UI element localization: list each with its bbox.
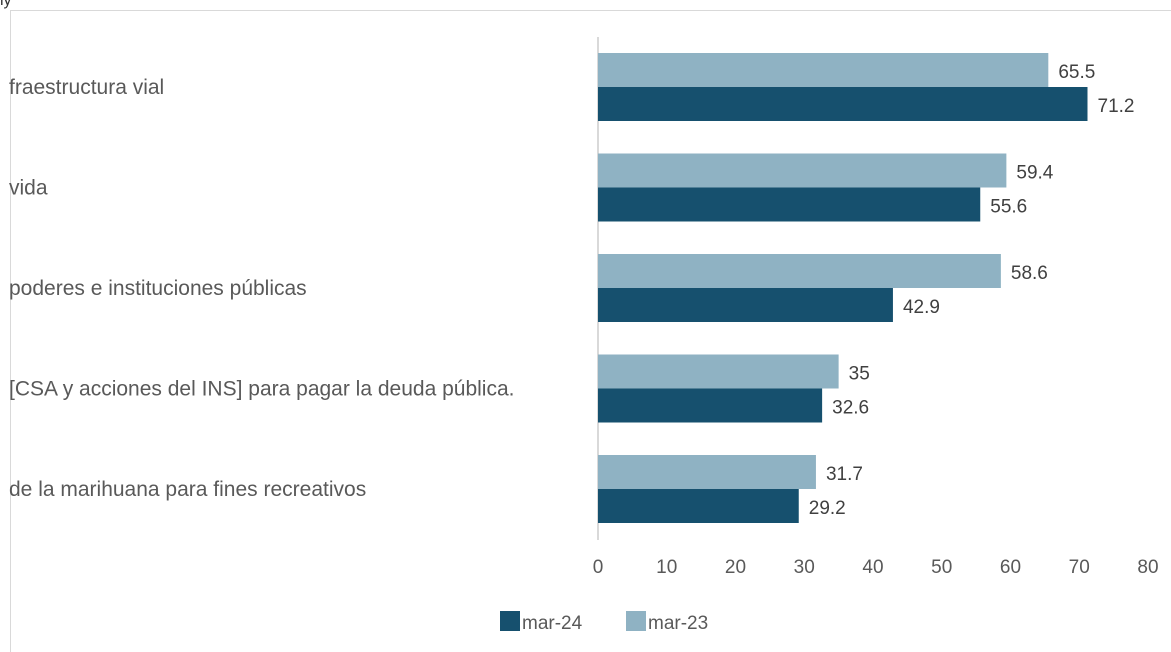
data-label-mar-23: 58.6 bbox=[1011, 263, 1048, 284]
legend-label-mar-24: mar-24 bbox=[522, 613, 583, 634]
x-tick-label: 70 bbox=[1069, 557, 1090, 578]
data-label-mar-24: 32.6 bbox=[832, 398, 869, 419]
data-label-mar-24: 42.9 bbox=[903, 297, 940, 318]
cropped-title-fragment: ly bbox=[0, 0, 40, 10]
category-label: [CSA y acciones del INS] para pagar la d… bbox=[9, 378, 514, 401]
data-label-mar-24: 71.2 bbox=[1098, 96, 1135, 117]
bar-mar-23 bbox=[598, 53, 1049, 87]
data-label-mar-23: 35 bbox=[849, 364, 870, 385]
bar-mar-24 bbox=[598, 388, 823, 423]
data-label-mar-23: 31.7 bbox=[826, 464, 863, 485]
legend-swatch-mar-23 bbox=[626, 611, 646, 631]
bar-mar-24 bbox=[598, 87, 1088, 121]
x-tick-label: 0 bbox=[593, 557, 604, 578]
x-tick-label: 40 bbox=[862, 557, 883, 578]
bar-mar-23 bbox=[598, 254, 1001, 288]
data-label-mar-23: 65.5 bbox=[1058, 62, 1095, 83]
chart-frame bbox=[10, 10, 1171, 652]
bar-mar-24 bbox=[598, 489, 799, 523]
data-label-mar-23: 59.4 bbox=[1016, 163, 1053, 184]
category-label: fraestructura vial bbox=[9, 76, 164, 99]
category-label: de la marihuana para fines recreativos bbox=[9, 478, 366, 501]
data-label-mar-24: 55.6 bbox=[990, 197, 1027, 218]
x-tick-label: 10 bbox=[656, 557, 677, 578]
x-tick-label: 20 bbox=[725, 557, 746, 578]
data-label-mar-24: 29.2 bbox=[809, 498, 846, 519]
x-tick-label: 60 bbox=[1000, 557, 1021, 578]
bar-mar-23 bbox=[598, 153, 1007, 188]
category-label: poderes e instituciones públicas bbox=[9, 277, 307, 300]
legend-label-mar-23: mar-23 bbox=[648, 613, 708, 634]
cropped-title-text: ly bbox=[0, 0, 12, 9]
legend-swatch-mar-24 bbox=[500, 611, 520, 631]
category-label: vida bbox=[9, 177, 48, 200]
bar-mar-23 bbox=[598, 354, 839, 389]
bar-mar-24 bbox=[598, 288, 893, 322]
x-tick-label: 80 bbox=[1137, 557, 1158, 578]
bar-mar-24 bbox=[598, 187, 981, 222]
x-tick-label: 30 bbox=[794, 557, 815, 578]
bar-mar-23 bbox=[598, 455, 816, 489]
x-tick-label: 50 bbox=[931, 557, 952, 578]
